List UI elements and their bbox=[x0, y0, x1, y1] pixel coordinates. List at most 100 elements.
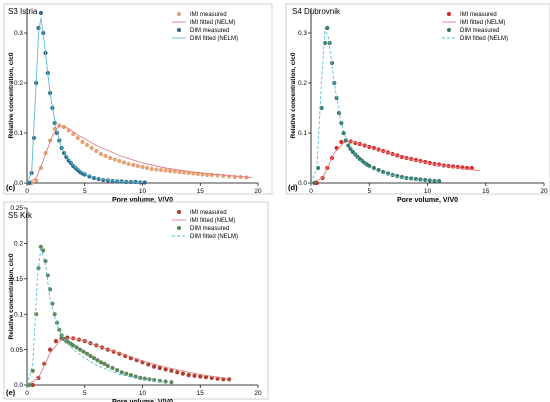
data-point bbox=[94, 148, 99, 154]
data-point bbox=[142, 180, 147, 185]
data-point bbox=[78, 347, 83, 352]
legend: IMI measured IMI fitted (NELM) DIM measure… bbox=[172, 11, 238, 42]
y-tick-label: 0.2 bbox=[298, 80, 307, 87]
data-point bbox=[85, 142, 90, 148]
data-point bbox=[41, 248, 46, 253]
data-point bbox=[437, 178, 442, 184]
data-point bbox=[57, 327, 62, 332]
series-line-dim-fitted-nelm- bbox=[26, 17, 143, 184]
x-tick-label: 10 bbox=[139, 188, 147, 195]
legend-label: IMI fitted (NELM) bbox=[190, 218, 235, 224]
panel-letter: (c) bbox=[6, 183, 16, 192]
data-point bbox=[152, 377, 157, 383]
data-point bbox=[131, 162, 136, 168]
data-point bbox=[103, 153, 108, 159]
legend-marker-swatch bbox=[176, 11, 182, 17]
data-point bbox=[192, 373, 197, 378]
data-point bbox=[203, 375, 209, 380]
legend-label: IMI fitted (NELM) bbox=[460, 20, 505, 26]
x-tick-label: 15 bbox=[482, 188, 490, 195]
data-point bbox=[423, 177, 428, 183]
data-point bbox=[469, 165, 474, 171]
x-axis-label: Pore volume, V/V0 bbox=[112, 399, 173, 402]
data-point bbox=[169, 368, 174, 373]
data-point bbox=[158, 167, 164, 173]
legend-label: IMI measured bbox=[190, 210, 227, 216]
x-tick-label: 20 bbox=[254, 390, 262, 397]
data-point bbox=[71, 343, 76, 348]
data-point bbox=[147, 377, 152, 382]
data-point bbox=[74, 345, 79, 350]
data-point bbox=[30, 382, 35, 388]
panel-frame bbox=[3, 201, 269, 400]
data-point bbox=[157, 365, 162, 371]
data-point bbox=[322, 40, 328, 46]
data-point bbox=[80, 139, 85, 145]
data-point bbox=[154, 167, 159, 172]
chart-title: S5 Krk bbox=[8, 211, 33, 220]
x-tick-label: 15 bbox=[197, 390, 205, 397]
data-point bbox=[177, 169, 182, 175]
data-point bbox=[157, 378, 162, 383]
legend-label: DIM measured bbox=[190, 28, 229, 34]
data-point bbox=[142, 376, 147, 381]
data-point bbox=[27, 180, 32, 186]
legend-label: IMI measured bbox=[190, 12, 227, 18]
data-point bbox=[418, 177, 423, 182]
legend-label: DIM measured bbox=[460, 28, 499, 34]
data-point bbox=[163, 168, 168, 173]
data-point bbox=[168, 168, 173, 174]
data-point bbox=[186, 373, 191, 378]
y-tick-label: 0.1 bbox=[14, 311, 23, 318]
legend: IMI measured IMI fitted (NELM) DIM measure… bbox=[172, 209, 238, 240]
data-point bbox=[95, 358, 100, 363]
data-point bbox=[138, 375, 143, 380]
y-tick-label: 0.1 bbox=[14, 130, 23, 137]
data-point bbox=[169, 380, 174, 385]
data-point bbox=[98, 360, 103, 365]
data-point bbox=[91, 356, 97, 361]
x-tick-label: 5 bbox=[367, 188, 371, 195]
data-point bbox=[339, 139, 344, 145]
data-point bbox=[427, 178, 432, 183]
data-point bbox=[451, 164, 456, 169]
data-point bbox=[146, 362, 151, 367]
data-point bbox=[117, 158, 122, 164]
x-tick-label: 0 bbox=[25, 390, 29, 397]
x-tick-label: 0 bbox=[309, 188, 313, 195]
data-point bbox=[75, 135, 80, 141]
data-point bbox=[119, 370, 124, 375]
x-axis-label: Pore volume, V/V0 bbox=[112, 197, 173, 204]
data-point bbox=[34, 178, 39, 183]
y-axis-label: Relative concentration, c/c0 bbox=[8, 253, 15, 339]
data-point bbox=[395, 173, 400, 179]
x-tick-label: 5 bbox=[83, 188, 87, 195]
legend-marker-swatch bbox=[176, 209, 182, 215]
y-tick-label: 0.0 bbox=[14, 382, 23, 389]
x-tick-label: 0 bbox=[25, 188, 29, 195]
data-point bbox=[102, 361, 107, 366]
data-point bbox=[121, 160, 127, 165]
data-point bbox=[149, 166, 154, 172]
y-tick-label: 0.15 bbox=[10, 276, 23, 283]
legend-label: IMI fitted (NELM) bbox=[190, 20, 235, 26]
legend-label: DIM measured bbox=[190, 226, 229, 232]
x-tick-label: 15 bbox=[197, 188, 205, 195]
y-axis-label: Relative concentration, c/c0 bbox=[8, 52, 15, 138]
legend-marker-swatch bbox=[176, 225, 182, 231]
data-point bbox=[163, 367, 168, 372]
data-point bbox=[172, 169, 177, 174]
series-line-dim-fitted-nelm- bbox=[310, 27, 440, 184]
x-tick-label: 5 bbox=[83, 390, 87, 397]
y-tick-label: 0.2 bbox=[14, 80, 23, 87]
data-point bbox=[198, 374, 203, 379]
data-point bbox=[48, 347, 53, 352]
data-point bbox=[175, 370, 180, 375]
x-tick-label: 10 bbox=[139, 390, 147, 397]
chart-title: S4 Dubrovnik bbox=[292, 7, 341, 16]
data-point bbox=[124, 371, 129, 376]
data-point bbox=[48, 287, 53, 292]
y-tick-label: 0.25 bbox=[10, 205, 23, 212]
data-point bbox=[135, 163, 140, 169]
data-point bbox=[112, 157, 117, 162]
